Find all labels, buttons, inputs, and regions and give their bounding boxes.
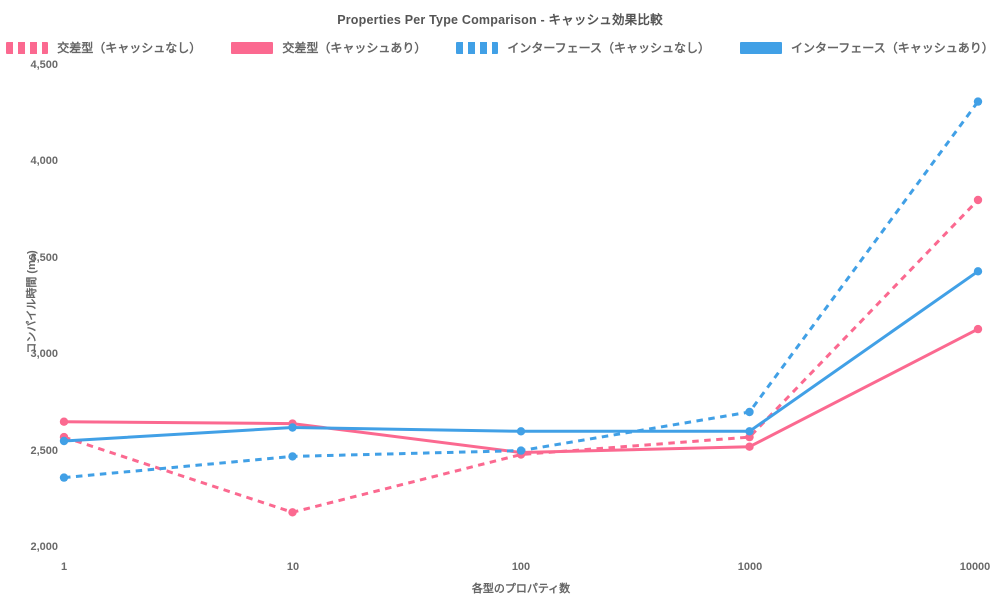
data-point-s3-x10 — [288, 423, 297, 432]
data-point-s2-x1000 — [745, 407, 754, 417]
x-tick-10: 10 — [286, 561, 300, 573]
y-tick-4000: 4,000 — [30, 155, 58, 167]
y-tick-3500: 3,500 — [30, 252, 58, 264]
x-tick-100: 100 — [511, 561, 531, 573]
legend-label: インターフェース（キャッシュなし） — [507, 41, 711, 55]
chart-title: Properties Per Type Comparison - キャッシュ効果… — [337, 13, 663, 27]
data-point-s0-x10 — [288, 508, 297, 517]
data-point-s0-x10000 — [973, 195, 983, 205]
legend-item-intersection-cache[interactable]: 交差型（キャッシュあり） — [231, 39, 426, 56]
x-axis-title: 各型のプロパティ数 — [471, 583, 571, 595]
data-point-s2-x10000 — [973, 97, 983, 106]
data-point-s1-x1 — [59, 417, 69, 426]
data-point-s2-x10 — [288, 452, 297, 461]
data-point-s0-x1000 — [745, 432, 754, 442]
legend-item-intersection-nocache[interactable]: 交差型（キャッシュなし） — [6, 39, 201, 56]
legend-item-interface-nocache[interactable]: インターフェース（キャッシュなし） — [456, 39, 710, 56]
data-point-s3-x1 — [59, 436, 69, 446]
legend-label: 交差型（キャッシュなし） — [57, 41, 202, 55]
x-tick-1: 1 — [60, 561, 68, 573]
legend: 交差型（キャッシュなし） 交差型（キャッシュあり） インターフェース（キャッシュ… — [0, 39, 1000, 56]
y-tick-2500: 2,500 — [30, 445, 58, 457]
data-point-s2-x100 — [516, 446, 526, 455]
data-point-s2-x1 — [59, 473, 69, 482]
legend-swatch-dashed-blue-icon — [456, 41, 499, 54]
y-tick-2000: 2,000 — [30, 541, 58, 553]
x-tick-1000: 1000 — [737, 561, 763, 573]
data-point-s3-x10000 — [973, 267, 983, 276]
x-tick-10000: 10000 — [959, 561, 991, 573]
legend-swatch-solid-pink-icon — [231, 41, 274, 54]
legend-label: 交差型（キャッシュあり） — [282, 41, 427, 55]
series-line-2 — [63, 100, 980, 480]
y-tick-3000: 3,000 — [30, 348, 58, 360]
series-line-0 — [63, 198, 980, 514]
y-tick-4500: 4,500 — [30, 59, 58, 71]
legend-swatch-solid-blue-icon — [740, 41, 783, 54]
data-point-s1-x10000 — [973, 324, 983, 334]
data-point-s1-x1000 — [745, 442, 754, 451]
legend-item-interface-cache[interactable]: インターフェース（キャッシュあり） — [740, 39, 994, 56]
legend-label: インターフェース（キャッシュあり） — [791, 41, 994, 55]
data-point-s3-x1000 — [745, 427, 754, 436]
legend-swatch-dashed-pink-icon — [6, 41, 49, 54]
series-line-3 — [63, 270, 979, 443]
data-point-s3-x100 — [516, 427, 526, 436]
